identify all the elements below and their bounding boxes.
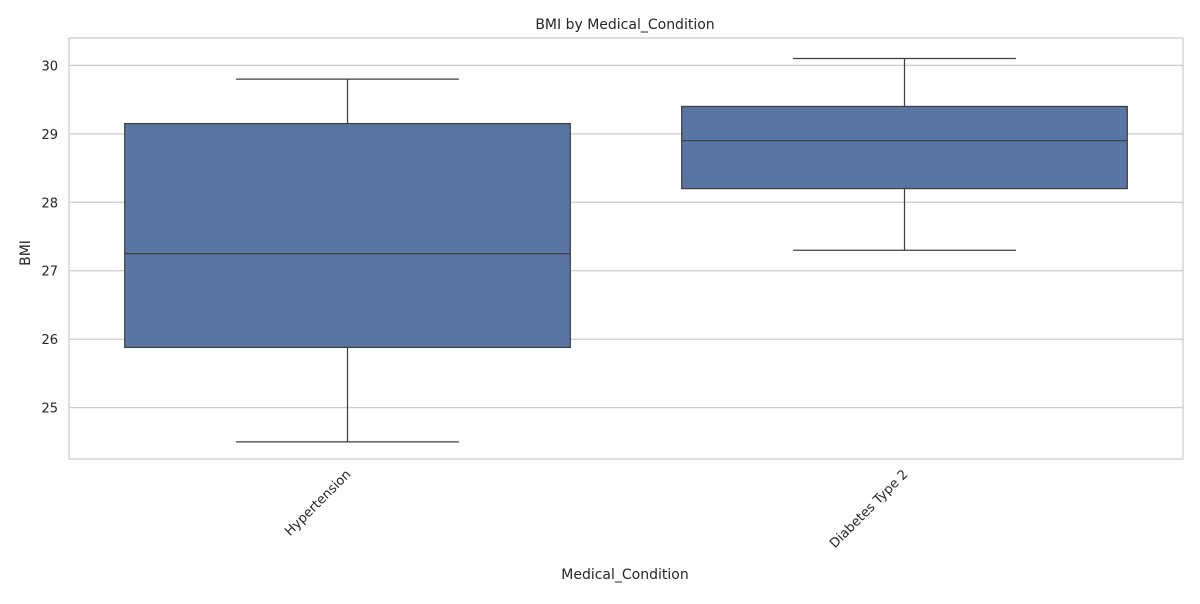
y-tick-label: 28 — [41, 196, 58, 211]
y-tick-labels: 25 26 27 28 29 30 — [41, 59, 58, 416]
box-diabetes-type-2 — [681, 57, 1128, 251]
x-axis-label: Medical_Condition — [561, 567, 688, 583]
y-axis-label: BMI — [18, 240, 34, 266]
y-tick-label: 29 — [41, 128, 58, 143]
axes-frame — [68, 37, 1184, 460]
x-tick-labels: Hypertension Diabetes Type 2 — [282, 467, 911, 551]
y-tick-label: 26 — [41, 333, 58, 348]
x-tick-label: Diabetes Type 2 — [827, 467, 911, 551]
chart-title: BMI by Medical_Condition — [535, 17, 714, 33]
y-tick-label: 25 — [41, 402, 58, 417]
y-tick-label: 27 — [41, 265, 58, 280]
y-tick-label: 30 — [41, 59, 58, 74]
iqr-box — [681, 105, 1128, 190]
iqr-box — [124, 122, 571, 349]
x-tick-label: Hypertension — [282, 467, 354, 539]
box-hypertension — [124, 78, 571, 443]
boxes — [124, 57, 1128, 443]
